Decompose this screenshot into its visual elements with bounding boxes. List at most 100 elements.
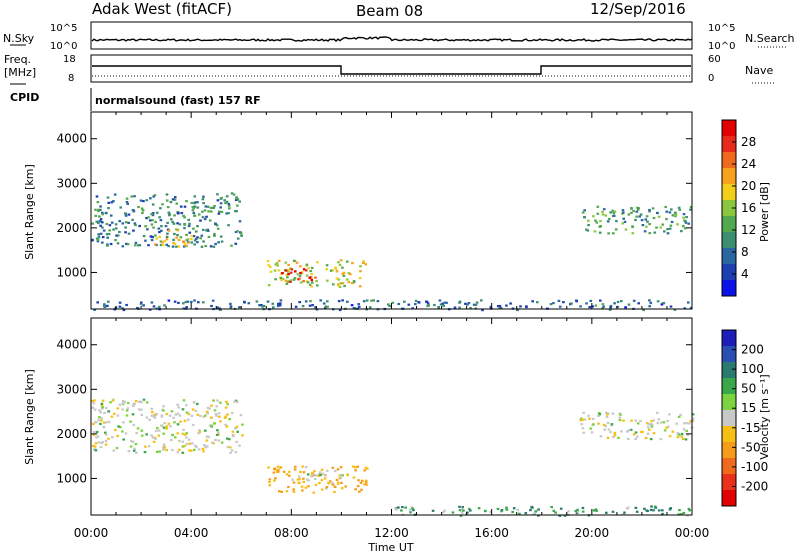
data-cell bbox=[579, 419, 583, 422]
data-cell bbox=[313, 470, 316, 473]
data-cell bbox=[274, 263, 277, 266]
data-cell bbox=[298, 274, 302, 277]
data-cell bbox=[352, 307, 356, 310]
data-cell bbox=[678, 434, 681, 437]
data-cell bbox=[318, 481, 321, 485]
data-cell bbox=[198, 429, 201, 432]
velocity-y-axis-label: Slant Range [km] bbox=[23, 369, 36, 465]
data-cell bbox=[594, 219, 597, 222]
data-cell bbox=[219, 420, 222, 423]
data-cell bbox=[592, 509, 596, 512]
data-cell bbox=[203, 218, 207, 221]
data-cell bbox=[645, 225, 648, 228]
data-cell bbox=[431, 509, 435, 512]
data-cell bbox=[121, 399, 125, 403]
data-cell bbox=[218, 415, 221, 418]
data-cell bbox=[301, 305, 305, 308]
data-cell bbox=[214, 242, 217, 246]
data-cell bbox=[649, 438, 653, 441]
data-cell bbox=[160, 229, 163, 232]
data-cell bbox=[300, 271, 304, 274]
data-cell bbox=[307, 267, 310, 270]
data-cell bbox=[111, 436, 114, 439]
cpid-value: normalsound (fast) 157 RF bbox=[95, 94, 261, 107]
data-cell bbox=[678, 208, 682, 211]
data-cell bbox=[426, 304, 429, 308]
data-cell bbox=[317, 474, 320, 477]
data-cell bbox=[97, 441, 101, 444]
data-cell bbox=[311, 304, 314, 307]
data-cell bbox=[278, 490, 281, 493]
data-cell bbox=[627, 213, 631, 216]
data-cell bbox=[613, 431, 617, 434]
data-cell bbox=[131, 218, 134, 221]
data-cell bbox=[689, 420, 692, 423]
data-cell bbox=[314, 483, 318, 486]
data-cell bbox=[240, 234, 243, 237]
data-cell bbox=[142, 304, 145, 307]
data-cell bbox=[209, 416, 213, 419]
data-cell bbox=[275, 262, 279, 265]
data-cell bbox=[481, 309, 484, 312]
data-cell bbox=[92, 422, 95, 426]
data-cell bbox=[362, 261, 365, 264]
data-cell bbox=[597, 414, 600, 418]
colorbar-segment bbox=[722, 426, 736, 443]
data-cell bbox=[489, 511, 492, 514]
data-cell bbox=[96, 435, 100, 438]
data-cell bbox=[688, 509, 691, 512]
data-cell bbox=[411, 507, 414, 510]
colorbar-tick-label: -15 bbox=[741, 421, 761, 435]
data-cell bbox=[162, 446, 165, 449]
data-cell bbox=[149, 219, 152, 222]
data-cell bbox=[98, 416, 101, 419]
data-cell bbox=[685, 422, 689, 425]
data-cell bbox=[236, 430, 239, 433]
data-cell bbox=[277, 269, 281, 272]
data-cell bbox=[357, 479, 360, 482]
data-cell bbox=[298, 301, 301, 304]
beam-title: Beam 08 bbox=[356, 2, 423, 20]
data-cell bbox=[563, 514, 567, 517]
data-cell bbox=[103, 411, 106, 415]
data-cell bbox=[337, 300, 341, 303]
data-cell bbox=[626, 437, 630, 441]
data-cell bbox=[172, 416, 175, 419]
data-cell bbox=[163, 304, 166, 307]
data-cell bbox=[637, 207, 640, 210]
data-cell bbox=[636, 435, 639, 438]
data-cell bbox=[306, 281, 310, 284]
data-cell bbox=[182, 428, 185, 431]
data-cell bbox=[537, 514, 540, 517]
data-cell bbox=[203, 429, 207, 432]
data-cell bbox=[364, 481, 368, 484]
data-cell bbox=[583, 418, 587, 421]
freq-panel-frame bbox=[90, 54, 693, 83]
data-cell bbox=[193, 243, 196, 246]
data-cell bbox=[668, 227, 672, 230]
data-cell bbox=[118, 220, 121, 223]
data-cell bbox=[151, 411, 154, 414]
data-cell bbox=[110, 201, 114, 204]
data-cell bbox=[469, 307, 472, 310]
data-cell bbox=[216, 193, 219, 196]
colorbar-segment bbox=[722, 168, 736, 185]
data-cell bbox=[353, 466, 357, 469]
data-cell bbox=[213, 422, 216, 425]
data-cell bbox=[171, 245, 175, 248]
data-cell bbox=[255, 300, 259, 303]
data-cell bbox=[652, 419, 655, 422]
data-cell bbox=[305, 263, 309, 266]
data-cell bbox=[182, 399, 186, 402]
data-cell bbox=[226, 413, 229, 416]
data-cell bbox=[529, 507, 533, 510]
data-cell bbox=[604, 425, 607, 428]
data-cell bbox=[91, 400, 94, 403]
data-cell bbox=[302, 280, 305, 283]
data-cell bbox=[650, 505, 653, 508]
data-cell bbox=[674, 215, 677, 218]
data-cell bbox=[336, 468, 340, 471]
data-cell bbox=[453, 306, 457, 309]
data-cell bbox=[489, 305, 492, 309]
data-cell bbox=[186, 238, 190, 241]
